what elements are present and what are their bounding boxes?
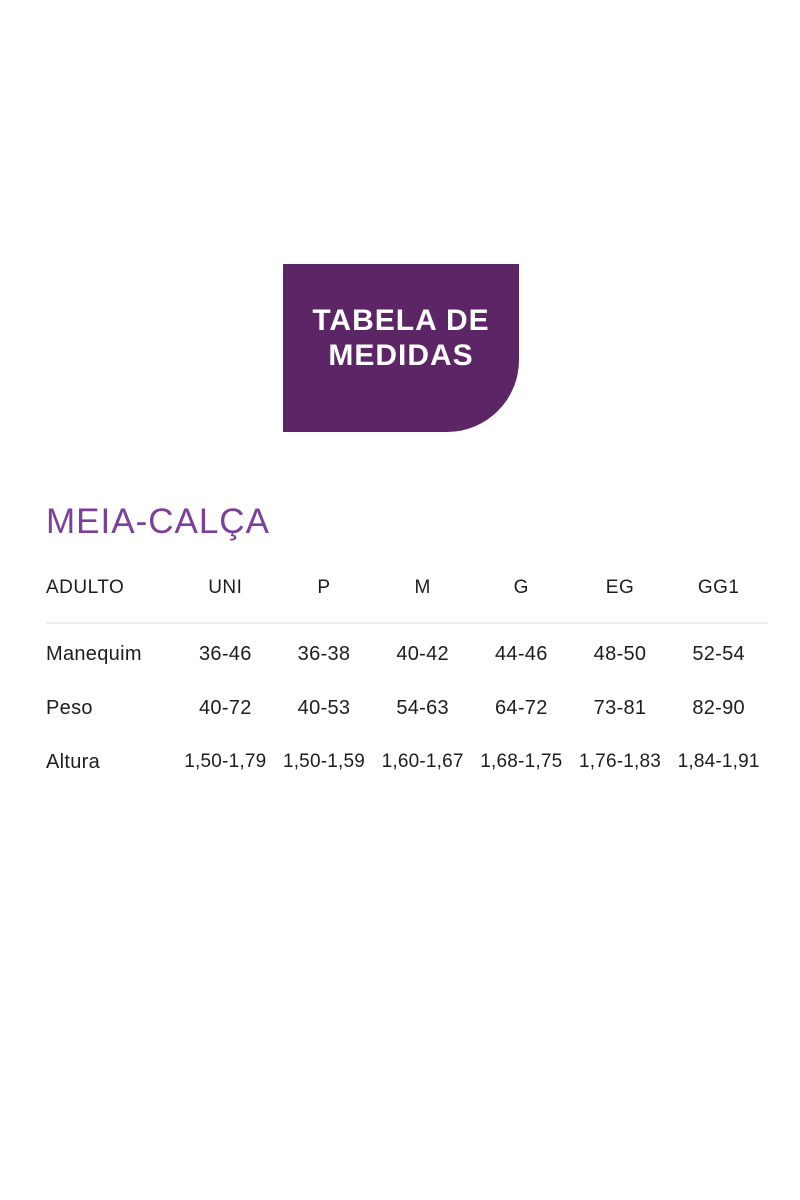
row-label-manequim: Manequim <box>46 642 142 665</box>
manequim-eg: 48-50 <box>593 642 647 665</box>
table-header-uni: UNI <box>208 577 243 598</box>
table-header-eg: EG <box>605 577 635 598</box>
manequim-p: 36-38 <box>297 642 351 665</box>
table-header-m: M <box>414 577 431 598</box>
table-header-gg1: GG1 <box>697 577 740 598</box>
altura-p: 1,50-1,59 <box>282 751 366 772</box>
badge-title-line2: MEDIDAS <box>328 339 474 372</box>
table-header-g: G <box>513 577 529 598</box>
altura-m: 1,60-1,67 <box>381 751 464 772</box>
peso-p: 40-53 <box>297 696 351 719</box>
peso-uni: 40-72 <box>199 696 252 719</box>
manequim-gg1: 52-54 <box>692 642 745 665</box>
row-label-altura: Altura <box>46 750 101 773</box>
peso-m: 54-63 <box>396 696 449 719</box>
table-header-row: ADULTO UNI P M G EG GG1 <box>46 568 768 608</box>
section-title: MEIA-CALÇA <box>46 502 270 541</box>
peso-gg1: 82-90 <box>692 696 745 719</box>
table-row-manequim: Manequim 36-46 36-38 40-42 44-46 48-50 5… <box>46 627 768 681</box>
manequim-m: 40-42 <box>396 642 449 665</box>
altura-eg: 1,76-1,83 <box>578 751 662 772</box>
badge-title-line1: TABELA DE <box>312 304 490 337</box>
peso-g: 64-72 <box>494 696 548 719</box>
table-body: Manequim 36-46 36-38 40-42 44-46 48-50 5… <box>46 627 768 789</box>
altura-gg1: 1,84-1,91 <box>677 751 760 772</box>
altura-uni: 1,50-1,79 <box>184 751 267 772</box>
altura-g: 1,68-1,75 <box>480 751 563 772</box>
table-row-peso: Peso 40-72 40-53 54-63 64-72 73-81 82-90 <box>46 681 768 735</box>
manequim-g: 44-46 <box>494 642 548 665</box>
header-divider <box>46 622 768 624</box>
peso-eg: 73-81 <box>593 696 647 719</box>
title-badge: TABELA DE MEDIDAS <box>283 264 519 432</box>
manequim-uni: 36-46 <box>199 642 252 665</box>
row-label-peso: Peso <box>46 696 93 719</box>
table-header-adulto: ADULTO <box>46 577 125 598</box>
table-row-altura: Altura 1,50-1,79 1,50-1,59 1,60-1,67 1,6… <box>46 735 768 789</box>
table-header-p: P <box>317 577 331 598</box>
size-table: ADULTO UNI P M G EG GG1 Manequim 36-46 3… <box>46 568 768 789</box>
